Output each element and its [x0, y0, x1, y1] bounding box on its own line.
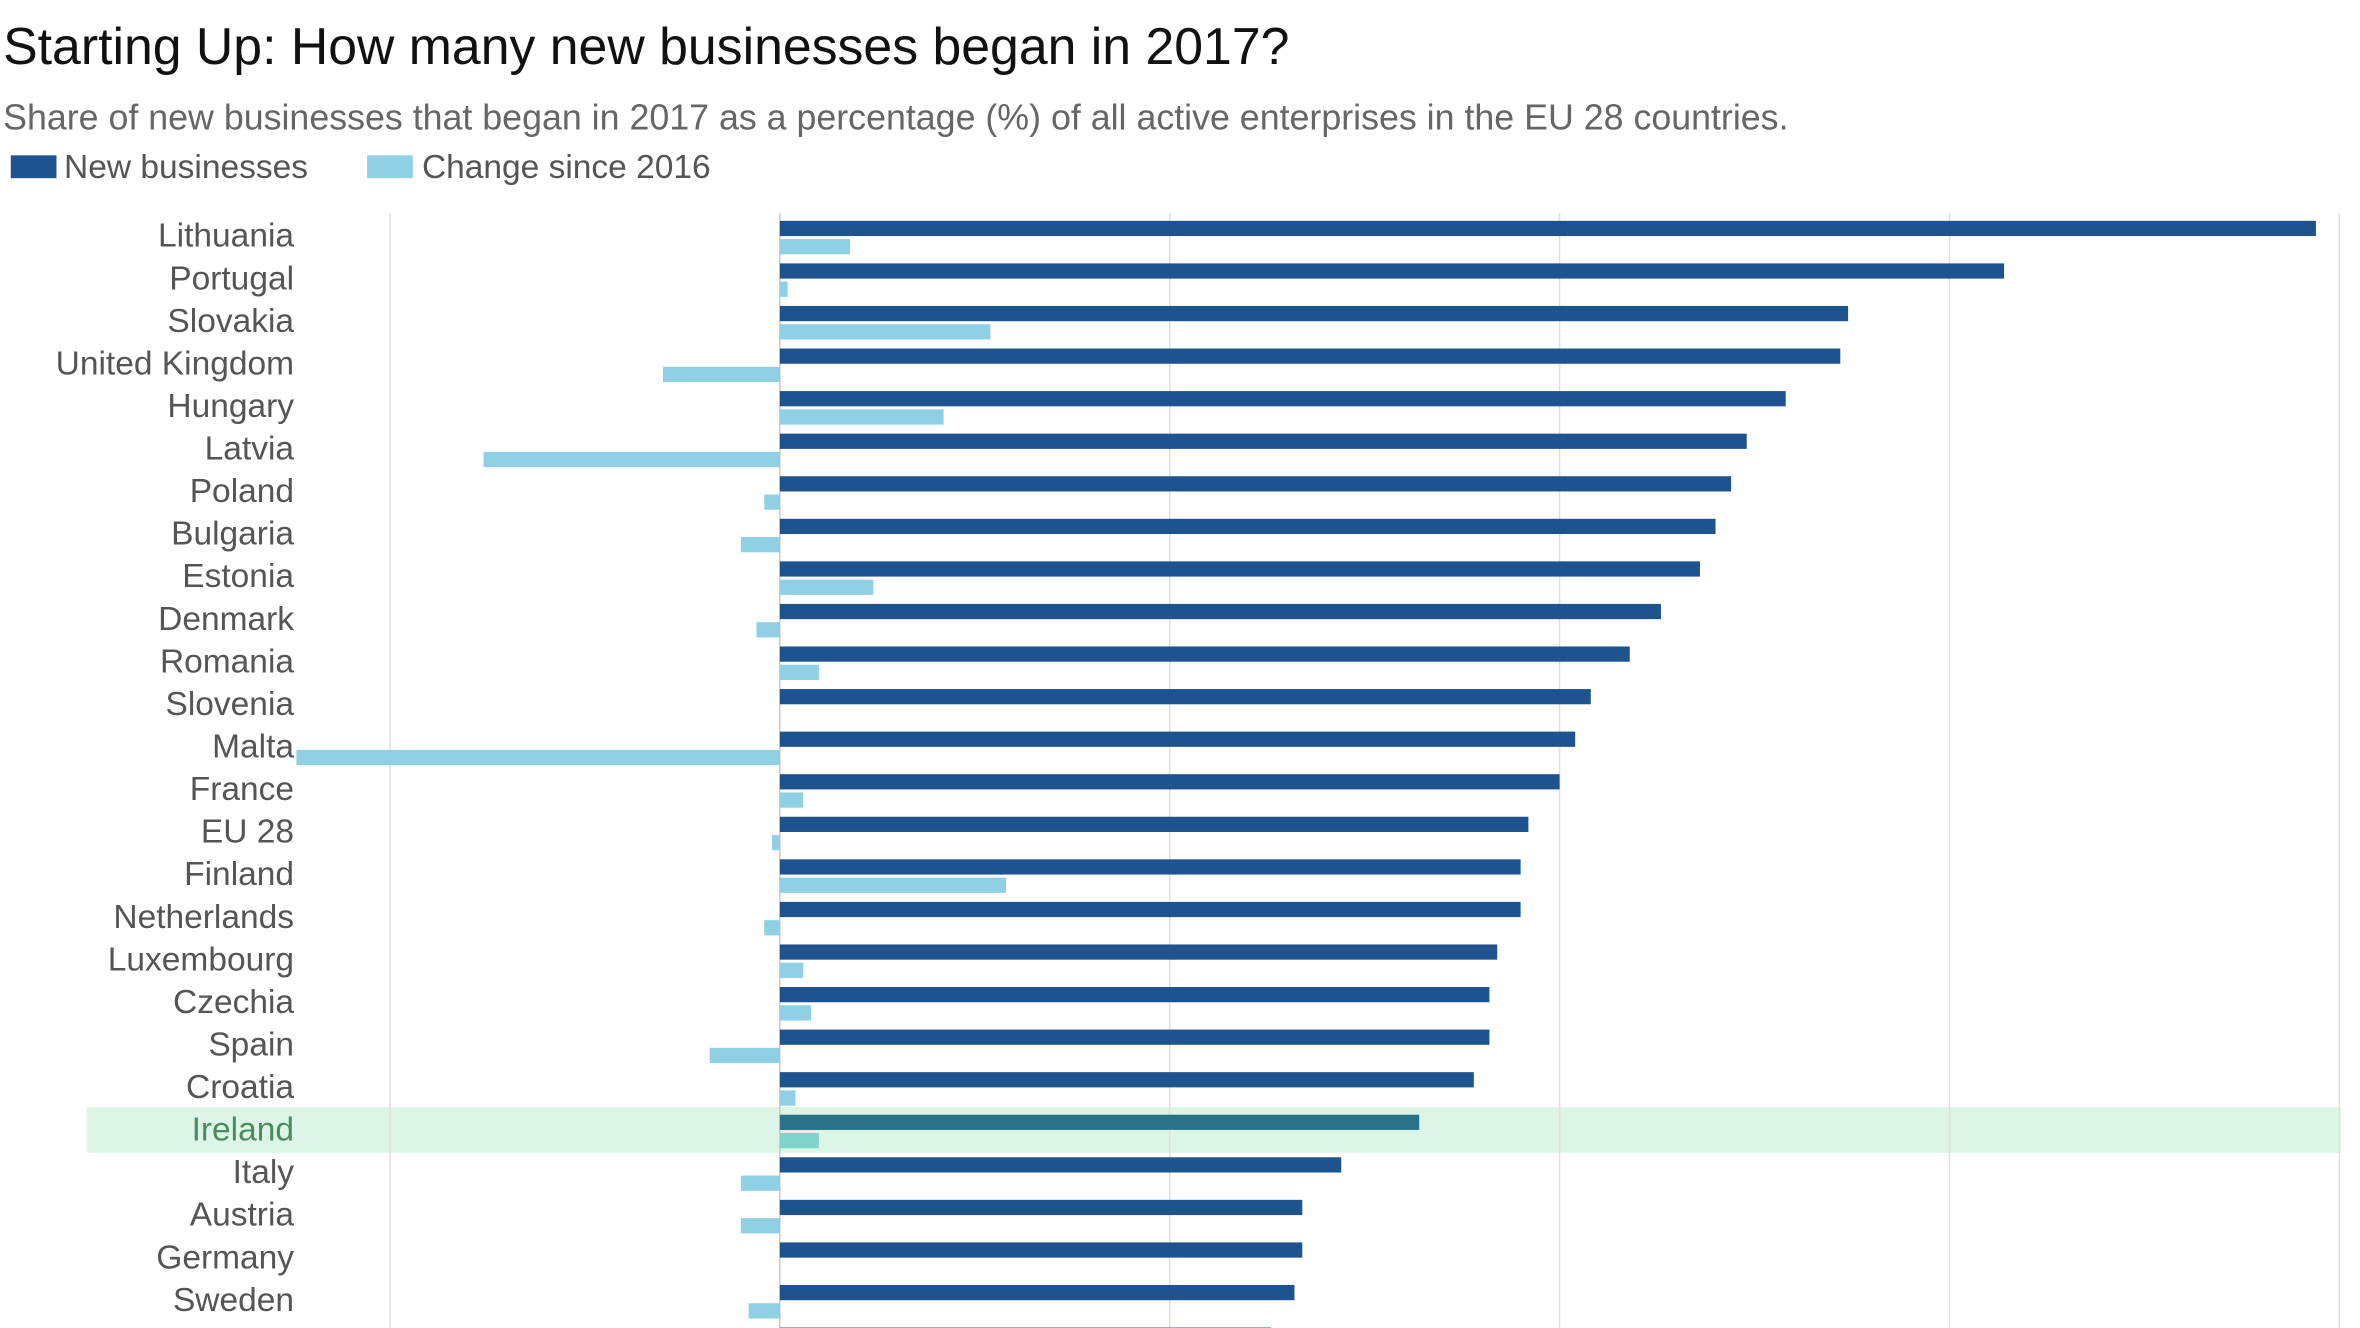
- bar-new-businesses: [779, 263, 2005, 279]
- bar-new-businesses: [779, 1072, 1474, 1088]
- category-label: Estonia: [182, 558, 294, 595]
- bar-new-businesses: [779, 518, 1716, 535]
- bar-change: [779, 1090, 796, 1106]
- bar-change: [709, 1047, 780, 1064]
- category-label: Portugal: [169, 260, 294, 297]
- category-label: Slovakia: [167, 303, 294, 340]
- category-label: Italy: [233, 1154, 295, 1191]
- legend-label-new-businesses: New businesses: [64, 149, 308, 186]
- bar-new-businesses: [779, 901, 1521, 918]
- bar-new-businesses: [779, 1242, 1303, 1258]
- bar-change: [748, 1303, 780, 1319]
- bar-new-businesses: [779, 816, 1529, 832]
- category-label: Slovenia: [166, 686, 295, 723]
- bar-new-businesses: [779, 1114, 1420, 1130]
- bar-new-businesses: [779, 1199, 1303, 1216]
- bar-change: [779, 239, 851, 255]
- category-label: Germany: [156, 1239, 294, 1276]
- bar-change: [779, 962, 804, 978]
- bar-change: [779, 324, 991, 340]
- bar-change: [662, 366, 780, 383]
- bar-change: [483, 451, 780, 468]
- legend: New businesses Change since 2016: [10, 149, 711, 186]
- category-label: Hungary: [167, 388, 294, 425]
- bar-new-businesses: [779, 1284, 1295, 1301]
- bar-change: [764, 494, 780, 510]
- bar-change: [779, 281, 788, 297]
- bar-new-businesses: [779, 859, 1521, 875]
- category-label: Spain: [208, 1026, 294, 1063]
- bar-change: [740, 1175, 780, 1191]
- bar-change: [779, 1132, 819, 1149]
- legend-swatch-new-businesses: [10, 155, 57, 179]
- bar-new-businesses: [779, 305, 1849, 322]
- bar-change: [779, 792, 804, 808]
- category-label: Croatia: [186, 1069, 294, 1106]
- category-label: Belgium: [173, 1324, 294, 1328]
- bar-new-businesses: [779, 646, 1630, 662]
- bar-change: [296, 749, 780, 766]
- bar-change: [772, 835, 780, 851]
- bar-new-businesses: [779, 220, 2316, 237]
- bar-new-businesses: [779, 476, 1732, 492]
- category-label: Bulgaria: [171, 516, 294, 553]
- category-label: Luxembourg: [108, 941, 294, 978]
- category-label: Czechia: [173, 984, 294, 1021]
- bar-change: [779, 664, 819, 680]
- category-label: Lithuania: [158, 218, 294, 255]
- bar-new-businesses: [779, 391, 1786, 407]
- bar-change: [779, 579, 874, 595]
- category-label: Latvia: [205, 431, 295, 468]
- category-label: Sweden: [173, 1282, 294, 1319]
- category-label: France: [190, 771, 294, 808]
- category-label: Poland: [190, 473, 294, 510]
- bar-change: [779, 409, 944, 425]
- bar-new-businesses: [779, 944, 1498, 960]
- legend-label-change: Change since 2016: [422, 149, 711, 186]
- chart-title: Starting Up: How many new businesses beg…: [3, 17, 1289, 75]
- bar-new-businesses: [779, 603, 1661, 620]
- bar-change: [756, 622, 780, 638]
- bar-change: [740, 1218, 780, 1234]
- bar-new-businesses: [779, 689, 1591, 705]
- bar-new-businesses: [779, 561, 1700, 577]
- bar-new-businesses: [779, 774, 1560, 790]
- legend-swatch-change: [367, 155, 413, 179]
- chart-subtitle: Share of new businesses that began in 20…: [3, 97, 1788, 137]
- bar-new-businesses: [779, 731, 1576, 747]
- bar-change: [740, 537, 780, 553]
- bar-new-businesses: [779, 987, 1490, 1003]
- category-label: Denmark: [158, 601, 294, 638]
- category-label: Malta: [212, 729, 294, 766]
- bar-new-businesses: [779, 348, 1841, 364]
- bar-change: [764, 920, 780, 936]
- category-label: Ireland: [192, 1112, 294, 1149]
- category-label: Netherlands: [113, 899, 294, 936]
- category-label: EU 28: [201, 814, 294, 851]
- category-label: Finland: [184, 856, 294, 893]
- bar-new-businesses: [779, 1029, 1490, 1045]
- category-label: Romania: [160, 643, 294, 680]
- bar-new-businesses: [779, 433, 1747, 449]
- bar-change: [779, 877, 1006, 893]
- category-label: Austria: [190, 1197, 295, 1234]
- bar-change: [779, 1005, 812, 1021]
- category-label: United Kingdom: [56, 345, 294, 382]
- bar-new-businesses: [779, 1157, 1342, 1173]
